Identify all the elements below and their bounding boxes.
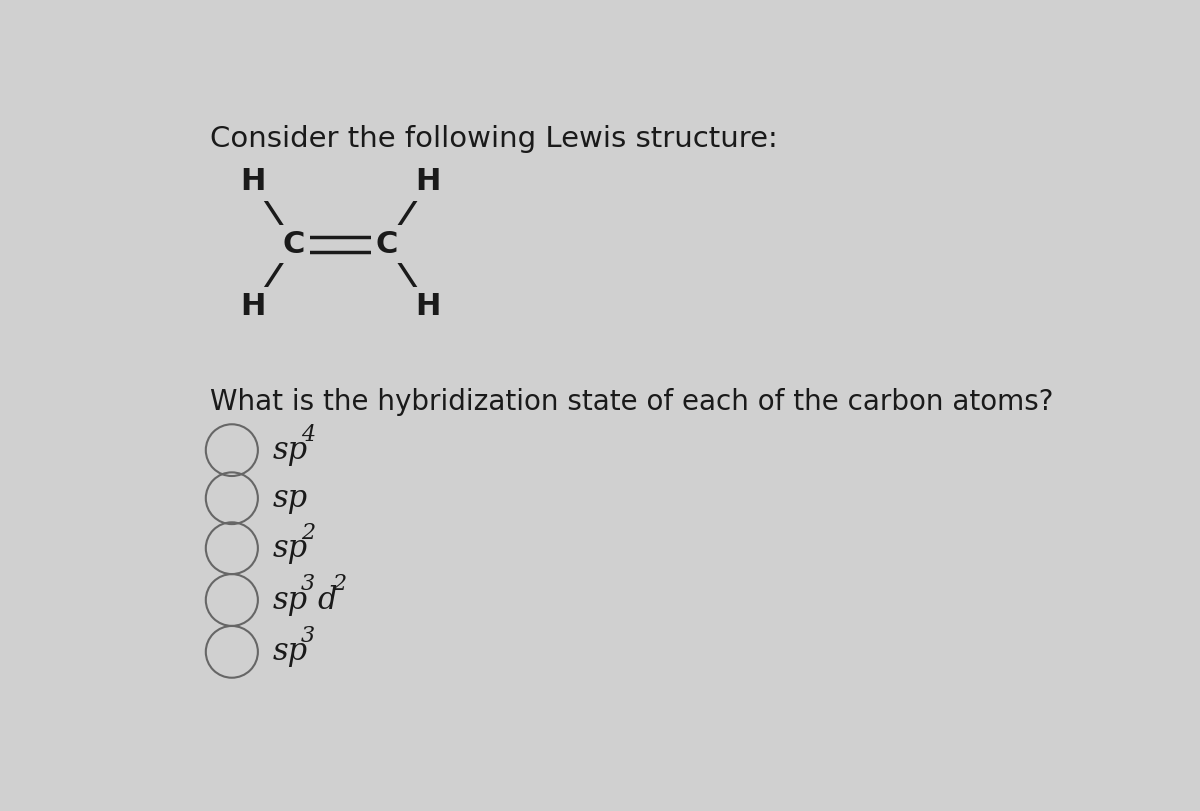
Text: sp: sp xyxy=(272,533,308,564)
Text: sp: sp xyxy=(272,637,308,667)
Text: sp: sp xyxy=(272,483,308,513)
Text: H: H xyxy=(240,292,266,321)
Text: 3: 3 xyxy=(301,573,314,595)
Text: H: H xyxy=(240,167,266,196)
Text: H: H xyxy=(415,292,440,321)
Text: d: d xyxy=(317,585,337,616)
Text: C: C xyxy=(283,230,305,259)
Text: 2: 2 xyxy=(301,521,314,543)
Text: H: H xyxy=(415,167,440,196)
Text: 2: 2 xyxy=(332,573,347,595)
Text: sp: sp xyxy=(272,585,308,616)
Text: 3: 3 xyxy=(301,625,314,647)
Text: C: C xyxy=(376,230,398,259)
Text: sp: sp xyxy=(272,435,308,466)
Text: 4: 4 xyxy=(301,423,314,445)
Text: Consider the following Lewis structure:: Consider the following Lewis structure: xyxy=(210,126,779,153)
Text: What is the hybridization state of each of the carbon atoms?: What is the hybridization state of each … xyxy=(210,388,1054,416)
